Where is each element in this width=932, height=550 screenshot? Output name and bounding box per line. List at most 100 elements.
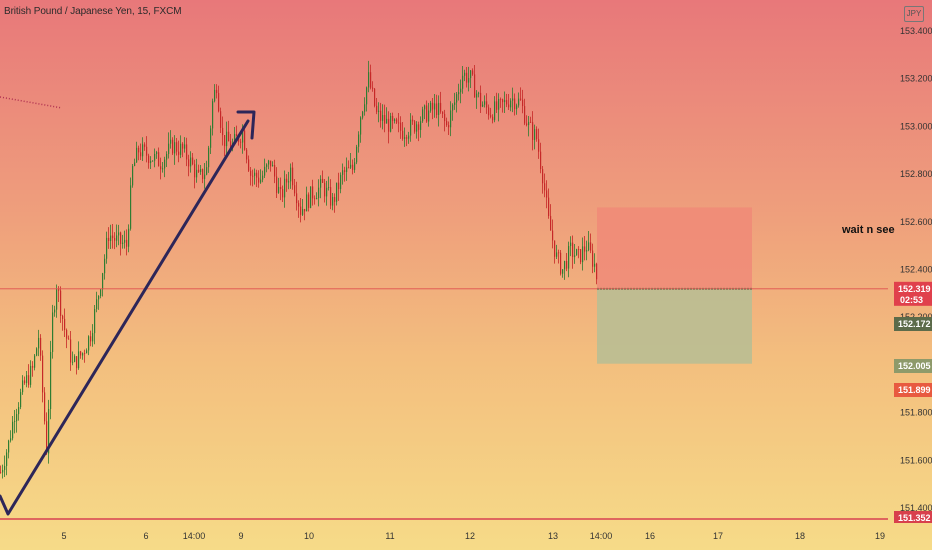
candle-body — [294, 185, 296, 194]
candle-body — [590, 242, 592, 251]
dotted-ray-line[interactable] — [0, 96, 63, 109]
candle-body — [266, 164, 268, 167]
candle-body — [594, 263, 596, 267]
candle-body — [500, 98, 502, 100]
candle-body — [252, 175, 254, 177]
candle-body — [72, 361, 74, 363]
candle-body — [506, 100, 508, 105]
candle-body — [418, 124, 420, 130]
trend-line[interactable] — [0, 119, 250, 516]
candle-body — [4, 465, 6, 470]
candle-body — [28, 375, 30, 385]
candle-body — [428, 110, 430, 122]
candle-body — [62, 315, 64, 319]
x-tick-label: 9 — [238, 531, 243, 541]
candle-body — [36, 348, 38, 356]
candle-body — [448, 125, 450, 128]
candle-body — [182, 143, 184, 149]
candle-body — [268, 160, 270, 165]
candle-body — [372, 87, 374, 89]
candle-body — [554, 240, 556, 257]
candle-body — [548, 197, 550, 216]
y-tick-label: 153.000 — [900, 121, 932, 131]
candle-body — [514, 98, 516, 110]
candle-body — [348, 167, 350, 169]
candle-body — [570, 242, 572, 247]
candle-body — [120, 232, 122, 244]
stop-loss-zone[interactable] — [597, 207, 752, 289]
candle-body — [74, 356, 76, 362]
candle-body — [312, 186, 314, 199]
candle-body — [474, 74, 476, 98]
candle-body — [164, 159, 166, 169]
candle-body — [106, 237, 108, 259]
candle-body — [296, 193, 298, 204]
candle-body — [284, 178, 286, 198]
candle-body — [360, 117, 362, 135]
candle-body — [404, 137, 406, 139]
candle-body — [384, 115, 386, 124]
candle-body — [494, 101, 496, 121]
candle-body — [12, 421, 14, 439]
candle-body — [110, 235, 112, 241]
candle-body — [298, 203, 300, 207]
candle-body — [134, 162, 136, 166]
candle-body — [220, 111, 222, 128]
candle-body — [572, 242, 574, 257]
candle-body — [380, 110, 382, 121]
candle-body — [354, 162, 356, 170]
candle-body — [66, 329, 68, 339]
currency-badge[interactable]: JPY — [904, 6, 924, 22]
candle-body — [44, 392, 46, 422]
candle-body — [308, 194, 310, 208]
candle-body — [168, 143, 170, 154]
axis: 153.400 153.200 153.000 152.800 152.600 152.4… — [61, 26, 932, 541]
candle-body — [262, 175, 264, 180]
candle-body — [188, 159, 190, 167]
candle-body — [150, 160, 152, 163]
candle-body — [382, 115, 384, 121]
candle-body — [84, 353, 86, 354]
candle-body — [588, 242, 590, 251]
candle-body — [98, 296, 100, 300]
candle-body — [436, 103, 438, 115]
candle-body — [200, 169, 202, 172]
candle-body — [578, 249, 580, 250]
candle-body — [480, 92, 482, 107]
candle-body — [214, 89, 216, 102]
candle-body — [20, 392, 22, 408]
candle-body — [278, 186, 280, 193]
candle-body — [456, 94, 458, 103]
candle-body — [30, 365, 32, 385]
candle-body — [254, 172, 256, 176]
candle-body — [190, 157, 192, 167]
candle-body — [288, 181, 290, 183]
candle-body — [484, 101, 486, 105]
x-tick-label: 13 — [548, 531, 558, 541]
candle-body — [584, 246, 586, 252]
candle-body — [118, 232, 120, 236]
candle-body — [132, 165, 134, 186]
candle-body — [450, 110, 452, 128]
candle-body — [492, 116, 494, 121]
candle-body — [370, 72, 372, 88]
candle-body — [174, 142, 176, 154]
candle-body — [270, 160, 272, 167]
candle-body — [76, 356, 78, 369]
take-profit-zone[interactable] — [597, 288, 752, 364]
candle-body — [542, 169, 544, 184]
candle-body — [162, 168, 164, 170]
candle-body — [460, 88, 462, 93]
current-price-badge-bg — [894, 281, 932, 306]
entry-price-badge: 152.172 — [898, 319, 931, 329]
candle-body — [368, 72, 370, 88]
candle-body — [178, 151, 180, 155]
candle-body — [546, 190, 548, 198]
candle-body — [538, 139, 540, 152]
candle-body — [258, 177, 260, 183]
candle-body — [466, 72, 468, 83]
chart-title: British Pound / Japanese Yen, 15, FXCM — [4, 6, 182, 17]
candle-body — [472, 70, 474, 75]
candle-body — [48, 409, 50, 454]
